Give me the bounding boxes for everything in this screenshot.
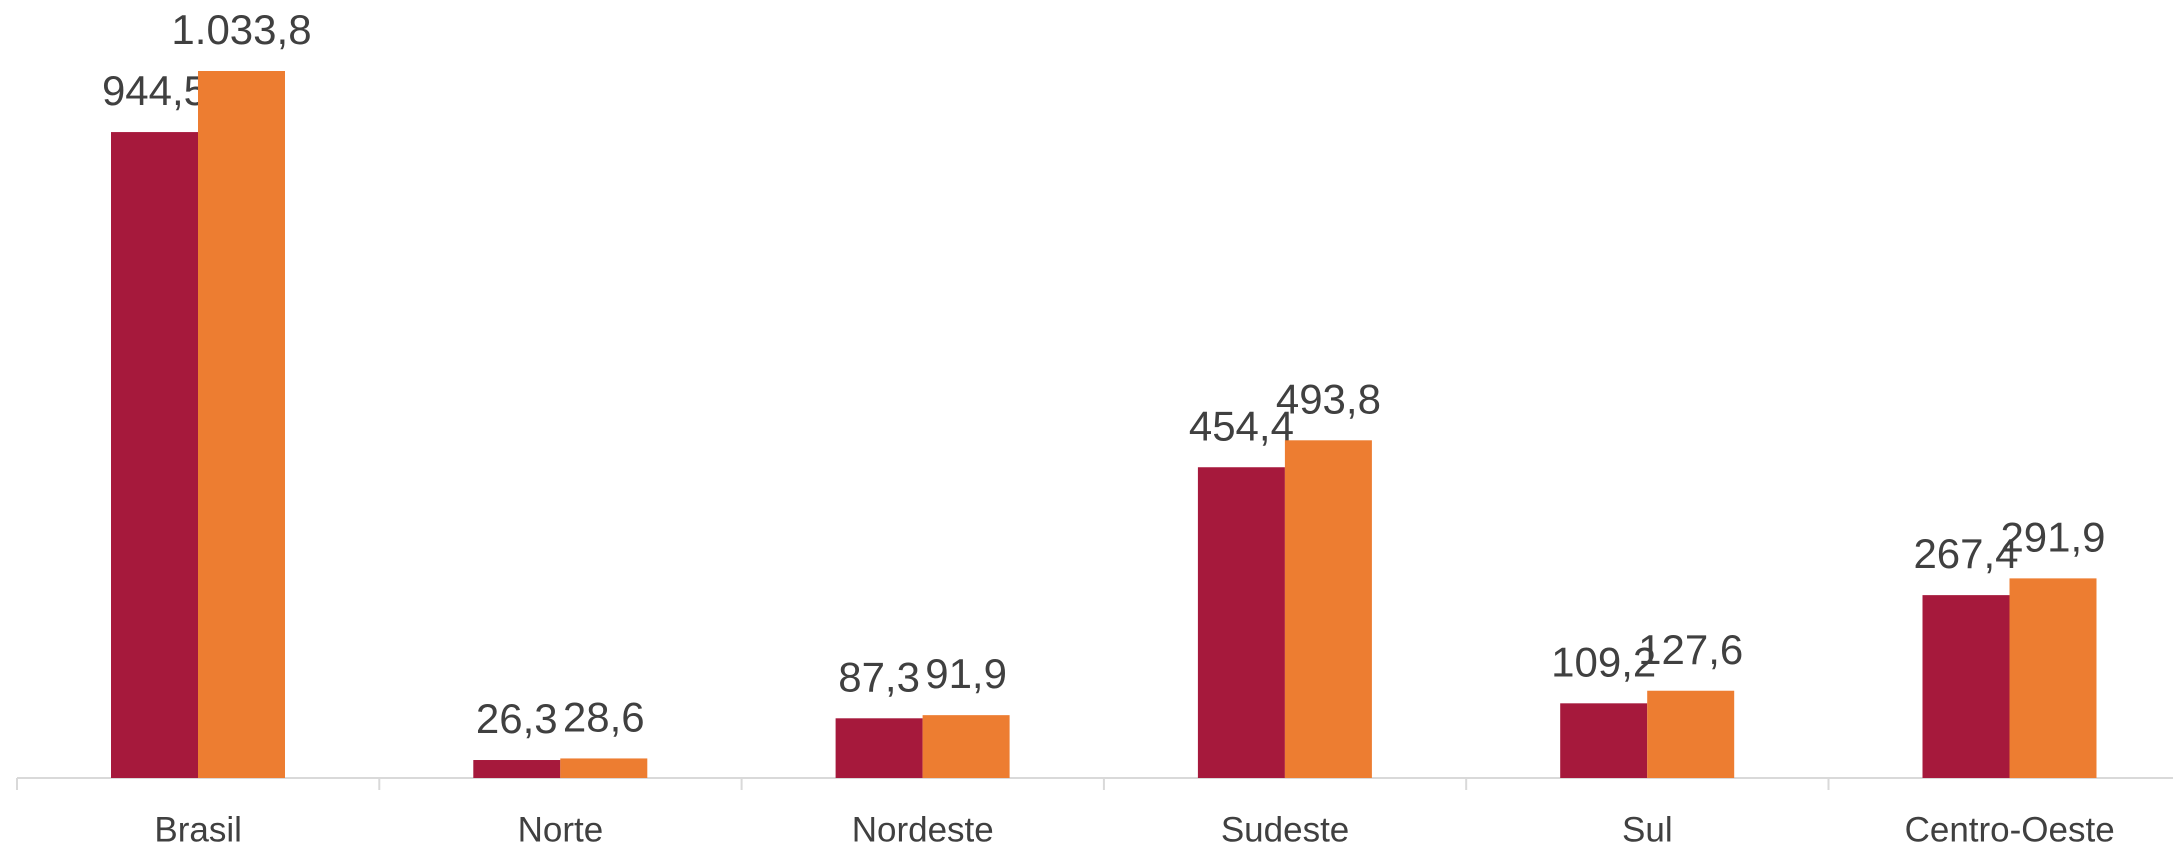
x-tick-label: Norte [518,810,604,849]
value-label: 291,9 [2000,513,2105,560]
value-label: 26,3 [476,695,558,742]
value-label: 493,8 [1276,375,1381,422]
bar [198,71,285,778]
x-tick-label: Sul [1622,810,1673,849]
value-label: 944,5 [102,67,207,114]
value-label: 91,9 [925,650,1007,697]
value-label: 267,4 [1913,530,2018,577]
value-label: 28,6 [563,694,645,741]
x-tick-label: Sudeste [1221,810,1349,849]
value-label: 109,2 [1551,638,1656,685]
bar [1560,703,1648,778]
value-label: 1.033,8 [171,6,311,53]
bar [2009,578,2097,778]
value-label: 87,3 [838,653,920,700]
bar [1922,595,2010,778]
bar [835,718,923,778]
bar [560,758,648,778]
bar [922,715,1010,778]
x-tick-label: Brasil [154,810,242,849]
bar [1284,440,1372,778]
x-tick-label: Nordeste [852,810,994,849]
value-label: 454,4 [1189,402,1294,449]
x-tick-label: Centro-Oeste [1905,810,2115,849]
bar [1197,467,1285,778]
bar [473,760,561,778]
bar [1647,690,1735,778]
bar [111,132,198,778]
value-label: 127,6 [1638,626,1743,673]
